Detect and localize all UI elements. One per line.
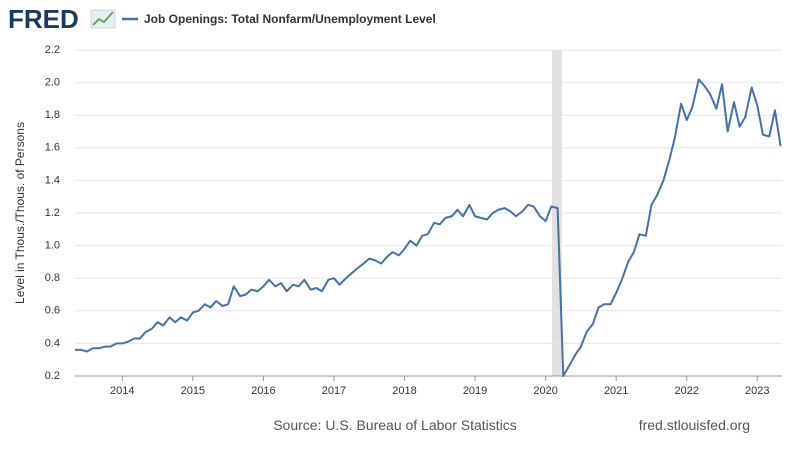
x-tick-label: 2017 [322,385,346,397]
series-line [75,78,782,377]
y-tick-label: 2.0 [45,77,60,89]
x-tick-label: 2016 [251,385,275,397]
x-tick-label: 2018 [392,385,416,397]
x-tick-label: 2023 [745,385,769,397]
logo-icon [90,9,116,29]
y-tick-label: 0.8 [45,272,60,284]
x-tick-label: 2015 [181,385,205,397]
x-tick-label: 2022 [675,385,699,397]
x-tick-label: 2020 [533,385,557,397]
x-tick-label: 2019 [463,385,487,397]
y-tick-label: 0.4 [45,337,60,349]
x-tick-label: 2021 [604,385,628,397]
y-tick-label: 1.2 [45,207,60,219]
x-tick-label: 2014 [110,385,134,397]
logo-icon-line [92,11,114,26]
y-tick-label: 1.4 [45,174,60,186]
y-tick-label: 1.8 [45,109,60,121]
source: Source: U.S. Bureau of Labor Statistics [273,417,517,433]
y-tick-label: 0.2 [45,370,60,382]
y-tick-label: 2.2 [45,44,60,56]
site: fred.stlouisfed.org [639,417,750,433]
brand: FRED [8,4,79,34]
logo: FRED [8,4,116,34]
y-axis-label: Level in Thous./Thous. of Persons [13,122,27,304]
y-tick-label: 0.6 [45,305,60,317]
y-tick-label: 1.0 [45,240,60,252]
legend-label: Job Openings: Total Nonfarm/Unemployment… [144,12,436,26]
y-tick-label: 1.6 [45,142,60,154]
